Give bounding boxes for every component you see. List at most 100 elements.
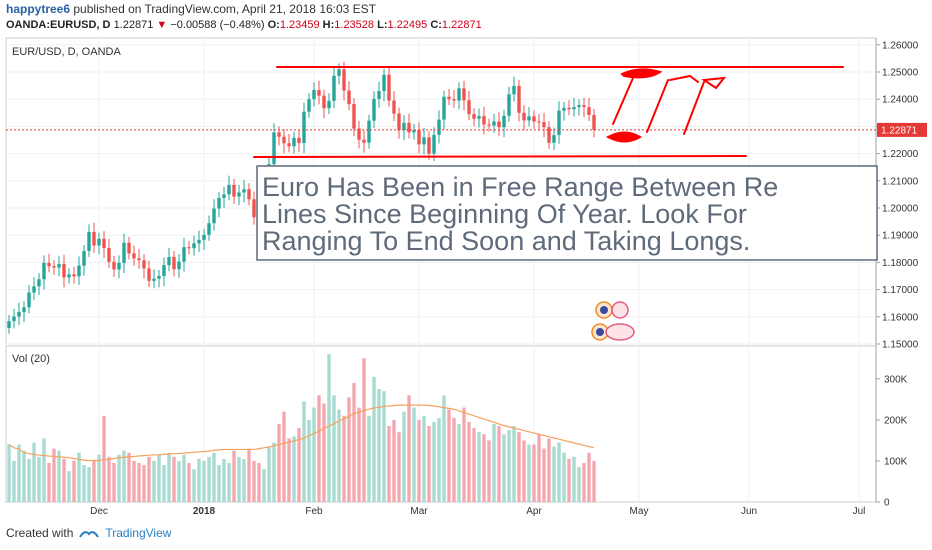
candle-body: [447, 96, 451, 100]
volume-bar: [217, 465, 221, 502]
tradingview-brand[interactable]: TradingView: [105, 526, 172, 540]
volume-tick-label: 300K: [884, 374, 908, 385]
candle-body: [532, 116, 536, 122]
candle-body: [62, 264, 66, 278]
volume-bar: [377, 389, 381, 502]
volume-bar: [182, 454, 186, 502]
candle-body: [187, 247, 191, 249]
volume-bar: [127, 452, 131, 502]
volume-bar: [342, 415, 346, 502]
volume-bar: [417, 419, 421, 502]
publish-text: published on TradingView.com, April 21, …: [73, 2, 377, 16]
volume-ma-line: [8, 404, 595, 462]
volume-bar: [87, 467, 91, 502]
volume-bar: [227, 463, 231, 502]
volume-bar: [67, 471, 71, 502]
volume-bar: [487, 440, 491, 502]
candle-body: [317, 89, 321, 96]
annotation-line-1: Euro Has Been in Free Range Between Re: [262, 172, 778, 202]
volume-bar: [222, 458, 226, 502]
candle-body: [427, 137, 431, 154]
candle-body: [17, 311, 21, 317]
volume-bar: [397, 432, 401, 502]
volume-bar: [7, 444, 11, 502]
volume-axis-ticks: 300K 200K 100K 0: [876, 374, 908, 509]
candle-body: [277, 132, 281, 137]
volume-bar: [347, 397, 351, 502]
candle-body: [232, 184, 236, 197]
volume-bar: [482, 434, 486, 502]
volume-bar: [412, 407, 416, 502]
candle-body: [172, 256, 176, 270]
annotation-line-2: Lines Since Beginning Of Year. Look For: [262, 199, 747, 229]
candle-body: [37, 279, 41, 287]
candle-body: [592, 114, 596, 130]
candle-body: [522, 112, 526, 121]
candle-body: [127, 242, 131, 254]
flag-icon: [600, 306, 608, 314]
volume-bar: [277, 424, 281, 502]
candle-body: [432, 134, 436, 154]
time-tick-label: Mar: [410, 506, 428, 517]
candle-body: [577, 105, 581, 108]
arrow-shafts: [612, 77, 705, 135]
volume-bar: [267, 446, 271, 502]
author-link[interactable]: happytree6: [6, 2, 71, 16]
candle-body: [382, 74, 386, 92]
volume-tick-label: 0: [884, 498, 890, 509]
candle-body: [72, 274, 76, 277]
candle-body: [402, 122, 406, 130]
arrow-heads: [669, 74, 727, 90]
candle-body: [377, 91, 381, 99]
volume-bar: [467, 421, 471, 502]
volume-bar: [387, 426, 391, 502]
volume-bar: [572, 456, 576, 502]
price-tick-label: 1.21000: [882, 176, 919, 187]
candle-body: [467, 100, 471, 115]
candle-body: [132, 253, 136, 259]
candle-body: [572, 107, 576, 110]
candle-body: [352, 104, 356, 129]
volume-bar: [257, 463, 261, 502]
candle-body: [337, 69, 341, 76]
volume-bar: [132, 460, 136, 502]
volume-bar: [472, 428, 476, 502]
volume-bar: [282, 411, 286, 502]
candle-body: [257, 217, 261, 228]
volume-bar: [422, 415, 426, 502]
candle-body: [67, 274, 71, 278]
price-change: −0.00588 (−0.48%): [170, 19, 265, 31]
volume-bar: [442, 395, 446, 502]
created-with-text: Created with: [6, 526, 74, 540]
candle-body: [517, 85, 521, 113]
volume-bar: [552, 446, 556, 502]
tradingview-logo-icon: [79, 531, 100, 538]
candle-body: [177, 261, 181, 270]
volume-bar: [477, 432, 481, 502]
symbol-name: OANDA:EURUSD, D: [6, 19, 111, 31]
candle-body: [357, 128, 361, 140]
open-label: O:: [267, 19, 280, 31]
volume-bar: [42, 438, 46, 502]
volume-bar: [537, 434, 541, 502]
volume-bar: [372, 376, 376, 502]
candle-body: [107, 247, 111, 262]
candle-body: [497, 121, 501, 128]
time-axis-ticks: Dec 2018 Feb Mar Apr May Jun Jul: [90, 506, 865, 517]
volume-bar: [447, 409, 451, 502]
candle-body: [417, 129, 421, 145]
volume-bar: [122, 450, 126, 502]
footer: Created with TradingView: [6, 526, 171, 540]
candle-body: [412, 129, 416, 133]
price-pane-frame: [5, 37, 877, 345]
volume-pane-frame: [5, 345, 877, 503]
candle-body: [327, 100, 331, 109]
candle-body: [282, 136, 286, 144]
candle-body: [367, 120, 371, 143]
candle-body: [552, 135, 556, 143]
volume-bar: [502, 434, 506, 502]
volume-bar: [357, 407, 361, 502]
last-price: 1.22871: [113, 19, 154, 31]
volume-bar: [542, 448, 546, 502]
